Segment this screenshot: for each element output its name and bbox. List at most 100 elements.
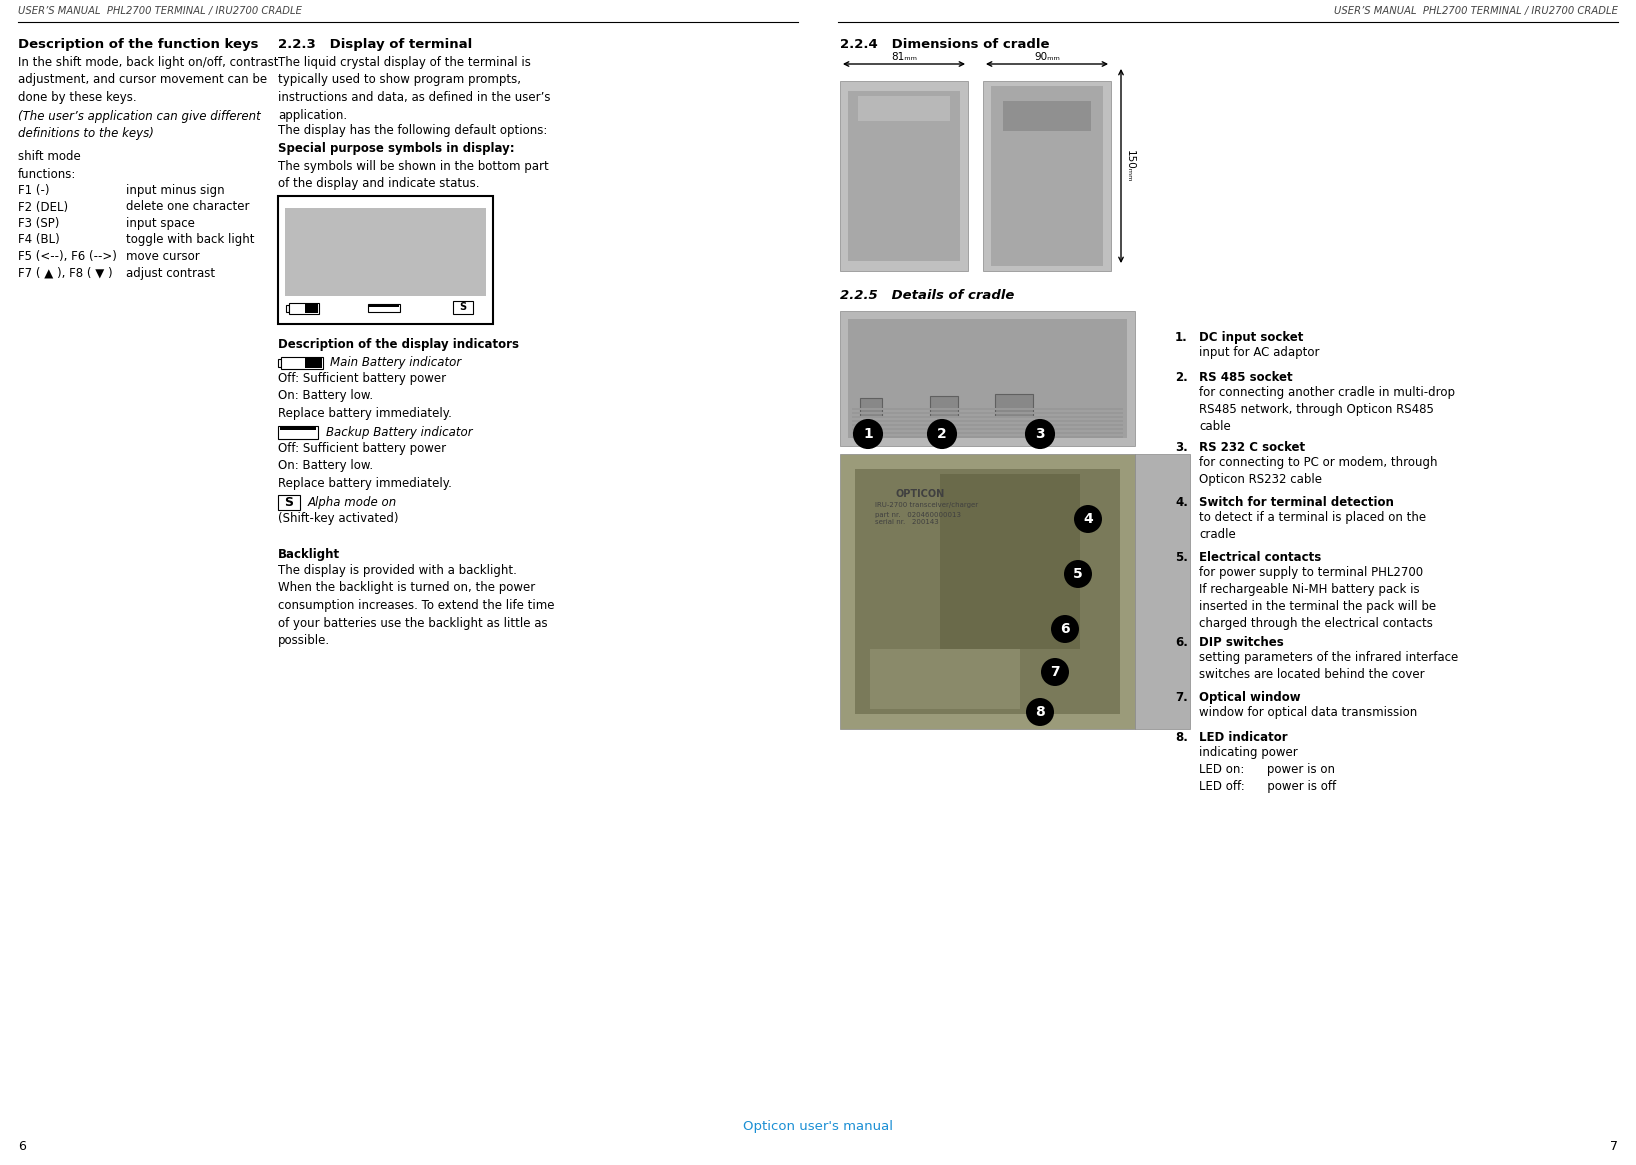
Text: OPTICON: OPTICON — [895, 489, 944, 499]
Text: Backup Battery indicator: Backup Battery indicator — [326, 426, 473, 439]
Text: Switch for terminal detection: Switch for terminal detection — [1199, 496, 1394, 509]
Text: input minus sign: input minus sign — [126, 184, 224, 197]
Bar — [278, 495, 299, 510]
Bar — [278, 426, 317, 439]
Bar — [852, 424, 1122, 426]
Text: (The user’s application can give different
definitions to the keys): (The user’s application can give differe… — [18, 110, 260, 141]
Text: Description of the display indicators: Description of the display indicators — [278, 338, 519, 351]
Text: The liquid crystal display of the terminal is
typically used to show program pro: The liquid crystal display of the termin… — [278, 56, 550, 121]
Text: F5 (<--), F6 (-->): F5 (<--), F6 (-->) — [18, 250, 116, 263]
Text: S: S — [460, 303, 466, 312]
Text: to detect if a terminal is placed on the
cradle: to detect if a terminal is placed on the… — [1199, 511, 1427, 541]
Text: 3: 3 — [1036, 428, 1045, 442]
Text: The display has the following default options:: The display has the following default op… — [278, 123, 548, 137]
Text: 7: 7 — [1050, 665, 1060, 679]
Text: 2.2.3   Display of terminal: 2.2.3 Display of terminal — [278, 38, 473, 51]
Text: 6.: 6. — [1175, 636, 1188, 649]
Text: F4 (BL): F4 (BL) — [18, 233, 61, 247]
Text: The symbols will be shown in the bottom part
of the display and indicate status.: The symbols will be shown in the bottom … — [278, 160, 548, 191]
Bar — [278, 359, 281, 367]
Bar — [453, 301, 473, 315]
Text: Special purpose symbols in display:: Special purpose symbols in display: — [278, 142, 515, 155]
Text: for connecting another cradle in multi-drop
RS485 network, through Opticon RS485: for connecting another cradle in multi-d… — [1199, 386, 1454, 433]
Bar — [852, 416, 1122, 418]
Circle shape — [928, 421, 955, 449]
Bar — [983, 82, 1111, 271]
Text: 2: 2 — [937, 428, 947, 442]
Text: Optical window: Optical window — [1199, 691, 1301, 704]
Text: 6: 6 — [1060, 622, 1070, 636]
Text: USER’S MANUAL  PHL2700 TERMINAL / IRU2700 CRADLE: USER’S MANUAL PHL2700 TERMINAL / IRU2700… — [18, 6, 303, 16]
Text: toggle with back light: toggle with back light — [126, 233, 255, 247]
Text: 90ₘₘ: 90ₘₘ — [1034, 52, 1060, 62]
Text: 4.: 4. — [1175, 496, 1188, 509]
Circle shape — [854, 421, 882, 449]
Text: 4: 4 — [1083, 511, 1093, 527]
Bar — [839, 311, 1135, 446]
Text: S: S — [285, 496, 293, 509]
Text: USER’S MANUAL  PHL2700 TERMINAL / IRU2700 CRADLE: USER’S MANUAL PHL2700 TERMINAL / IRU2700… — [1333, 6, 1618, 16]
Bar — [852, 436, 1122, 438]
Text: 5.: 5. — [1175, 551, 1188, 564]
Bar — [1003, 101, 1091, 130]
Bar — [941, 474, 1080, 649]
Text: for power supply to terminal PHL2700
If rechargeable Ni-MH battery pack is
inser: for power supply to terminal PHL2700 If … — [1199, 566, 1436, 630]
Text: Off: Sufficient battery power
On: Battery low.
Replace battery immediately.: Off: Sufficient battery power On: Batter… — [278, 442, 452, 490]
Circle shape — [928, 421, 955, 449]
Text: serial nr.   200143: serial nr. 200143 — [875, 518, 939, 525]
Bar — [852, 421, 1122, 422]
Text: move cursor: move cursor — [126, 250, 200, 263]
Text: DC input socket: DC input socket — [1199, 331, 1304, 344]
Text: 2.2.5   Details of cradle: 2.2.5 Details of cradle — [839, 289, 1014, 302]
Text: Backlight: Backlight — [278, 548, 340, 562]
Bar — [286, 305, 290, 312]
Bar — [852, 428, 1122, 430]
Text: 5: 5 — [1073, 567, 1083, 581]
Text: Opticon user's manual: Opticon user's manual — [743, 1120, 893, 1134]
Bar — [370, 304, 399, 308]
Text: 150ₘₘ: 150ₘₘ — [1126, 150, 1135, 182]
Circle shape — [1026, 421, 1054, 449]
Bar — [304, 358, 322, 368]
Text: Off: Sufficient battery power
On: Battery low.
Replace battery immediately.: Off: Sufficient battery power On: Batter… — [278, 372, 452, 421]
Bar — [852, 432, 1122, 435]
Text: adjust contrast: adjust contrast — [126, 267, 214, 280]
Text: F1 (-): F1 (-) — [18, 184, 49, 197]
Text: F7 ( ▲ ), F8 ( ▼ ): F7 ( ▲ ), F8 ( ▼ ) — [18, 267, 113, 280]
Text: 81ₘₘ: 81ₘₘ — [892, 52, 918, 62]
Text: window for optical data transmission: window for optical data transmission — [1199, 706, 1417, 719]
Text: for connecting to PC or modem, through
Opticon RS232 cable: for connecting to PC or modem, through O… — [1199, 456, 1438, 486]
Bar — [280, 426, 316, 430]
Text: 2.2.4   Dimensions of cradle: 2.2.4 Dimensions of cradle — [839, 38, 1050, 51]
Text: 7.: 7. — [1175, 691, 1188, 704]
Text: RS 485 socket: RS 485 socket — [1199, 370, 1292, 384]
Circle shape — [1040, 658, 1068, 686]
Text: F3 (SP): F3 (SP) — [18, 217, 59, 230]
Text: part nr.   020460000013: part nr. 020460000013 — [875, 511, 960, 518]
Bar — [281, 356, 322, 369]
Text: Description of the function keys: Description of the function keys — [18, 38, 258, 51]
Text: The display is provided with a backlight.
When the backlight is turned on, the p: The display is provided with a backlight… — [278, 564, 555, 647]
Bar — [870, 649, 1019, 709]
Circle shape — [1073, 504, 1103, 534]
Bar — [995, 394, 1032, 416]
Text: setting parameters of the infrared interface
switches are located behind the cov: setting parameters of the infrared inter… — [1199, 651, 1458, 682]
Text: LED indicator: LED indicator — [1199, 730, 1288, 744]
Bar — [1135, 454, 1189, 729]
Text: Electrical contacts: Electrical contacts — [1199, 551, 1322, 564]
Text: (Shift-key activated): (Shift-key activated) — [278, 511, 399, 525]
Text: input space: input space — [126, 217, 195, 230]
Circle shape — [1063, 560, 1091, 588]
Text: 3.: 3. — [1175, 442, 1188, 454]
Text: 6: 6 — [18, 1141, 26, 1153]
Bar — [852, 412, 1122, 414]
Text: 1: 1 — [864, 428, 874, 442]
Bar — [304, 304, 317, 313]
Bar — [852, 408, 1122, 410]
Bar — [929, 396, 959, 416]
Text: In the shift mode, back light on/off, contrast
adjustment, and cursor movement c: In the shift mode, back light on/off, co… — [18, 56, 278, 104]
Circle shape — [854, 421, 882, 449]
Text: input for AC adaptor: input for AC adaptor — [1199, 346, 1320, 359]
Bar — [847, 319, 1127, 438]
Text: Alpha mode on: Alpha mode on — [308, 496, 398, 509]
